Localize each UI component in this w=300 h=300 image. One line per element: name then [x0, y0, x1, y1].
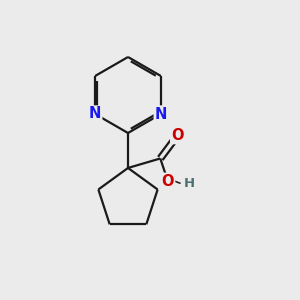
Text: N: N: [155, 106, 167, 122]
Text: H: H: [184, 177, 195, 190]
Text: N: N: [89, 106, 101, 122]
Text: O: O: [162, 174, 174, 189]
Text: O: O: [171, 128, 184, 143]
